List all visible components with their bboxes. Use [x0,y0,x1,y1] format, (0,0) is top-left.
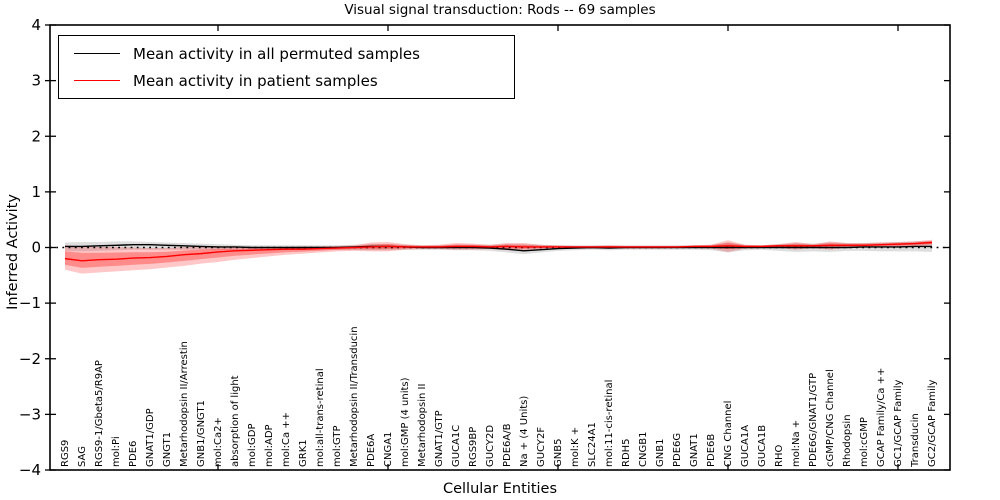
x-tick-label: RDH5 [621,438,632,467]
x-tick-label: GNB1/GNGT1 [196,400,207,467]
x-tick-label: GNAT1 [689,433,700,467]
x-tick-label: absorption of light [230,375,241,467]
x-tick-label: GC1/GCAP Family [893,379,904,467]
legend-item-permuted: Mean activity in all permuted samples [59,45,514,63]
x-tick-label: GC2/GCAP Family [927,379,938,467]
x-tick-label: GRK1 [298,439,309,467]
mean-patient-line [64,241,933,262]
x-axis-label: Cellular Entities [442,481,558,497]
y-tick-label: 4 [31,16,41,34]
patient-line-swatch [74,80,120,81]
x-tick-label: Metarhodopsin II/Transducin [349,326,360,467]
x-tick-label: CNG Channel [723,401,734,467]
x-tick-label: GUCA1B [757,425,768,467]
x-tick-label: SAG [77,446,88,467]
legend-label-permuted: Mean activity in all permuted samples [133,44,420,63]
permuted-band [65,240,932,255]
x-tick-label: GUCY2F [536,427,547,467]
x-tick-label: mol:GTP [332,425,343,467]
permuted-line-swatch [74,53,120,54]
x-tick-label: Metarhodopsin II/Arrestin [179,341,190,467]
x-tick-label: GCAP Family/Ca ++ [876,368,887,467]
x-tick-label: mol:cGMP [859,417,870,467]
x-tick-label: mol:all-trans-retinal [315,368,326,467]
x-tick-label: mol:ADP [264,424,275,467]
y-tick-label: −4 [19,461,41,479]
x-tick-label: PDE6G [672,433,683,467]
x-tick-label: PDE6G/GNAT1/GTP [808,373,819,467]
x-tick-label: RGS9 [60,440,71,467]
x-tick-label: Metarhodopsin II [417,384,428,467]
x-tick-label: GUCA1A [740,425,751,467]
x-tick-label: mol:GDP [247,424,258,468]
y-tick-label: 1 [31,183,41,201]
x-tick-label: mol:GMP (4 units) [400,377,411,467]
x-tick-label: PDE6A [366,434,377,467]
y-tick-label: −2 [19,350,41,368]
x-tick-label: mol:Ca2+ [213,417,224,467]
y-tick-label: −1 [19,294,41,312]
x-tick-label: RGS9-1/Gbeta5/R9AP [94,360,105,467]
legend-item-patient: Mean activity in patient samples [59,72,514,90]
x-tick-label: GNGT1 [162,432,173,467]
x-tick-label: PDE6 [128,441,139,467]
x-tick-label: GNB1 [655,439,666,467]
x-tick-label: Rhodopsin [842,414,853,467]
y-tick-label: 0 [31,239,41,257]
x-tick-label: RGS9BP [468,427,479,467]
x-tick-label: GUCY2D [485,425,496,467]
x-tick-label: SLC24A1 [587,422,598,467]
x-tick-label: CNGA1 [383,432,394,467]
x-tick-label: mol:Na + [791,420,802,467]
x-tick-label: PDE6A/B [502,423,513,467]
x-tick-label: Na + (4 Units) [519,396,530,467]
chart-title: Visual signal transduction: Rods -- 69 s… [344,2,656,18]
x-tick-label: PDE6B [706,434,717,467]
y-tick-label: −3 [19,405,41,423]
x-tick-label: mol:K + [570,427,581,467]
legend-label-patient: Mean activity in patient samples [133,71,378,90]
x-tick-label: RHO [774,445,785,467]
x-tick-label: GUCA1C [451,425,462,467]
y-tick-label: 2 [31,127,41,145]
x-tick-label: GNB5 [553,439,564,467]
x-tick-label: Transducin [910,413,921,468]
x-tick-label: GNAT1/GDP [145,408,156,467]
legend: Mean activity in all permuted samples Me… [58,35,515,99]
x-tick-label: mol:Ca ++ [281,412,292,467]
x-tick-label: cGMP/CNG Channel [825,369,836,467]
x-tick-label: CNGB1 [638,432,649,467]
x-tick-label: mol:Pi [111,436,122,467]
y-tick-label: 3 [31,72,41,90]
x-tick-label: mol:11-cis-retinal [604,380,615,467]
x-tick-label: GNAT1/GTP [434,410,445,467]
mean-permuted-line [65,244,932,252]
